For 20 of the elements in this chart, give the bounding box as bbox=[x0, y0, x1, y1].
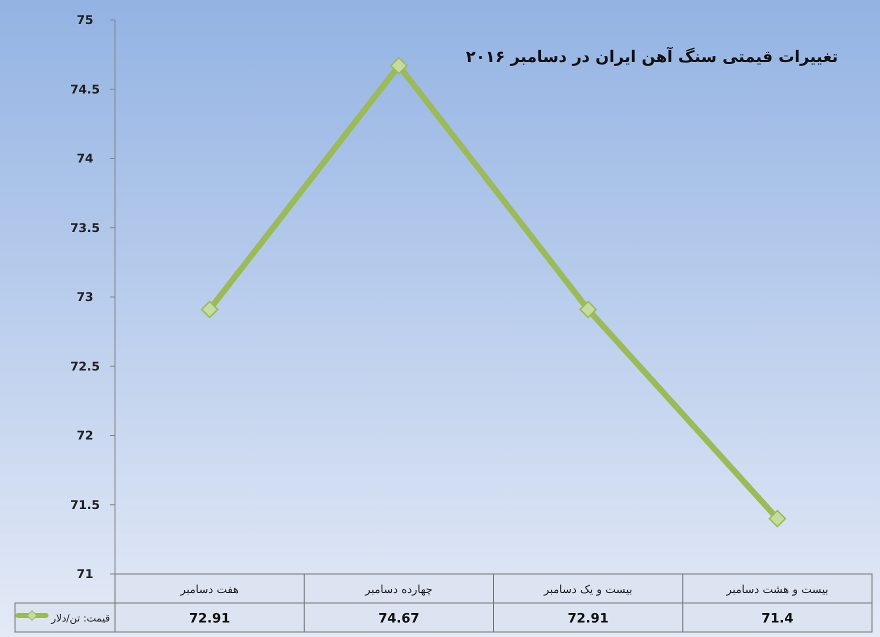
data-label: 72.91 bbox=[568, 612, 609, 626]
data-label: 72.91 bbox=[189, 612, 230, 626]
y-tick-label: 73 bbox=[76, 290, 94, 304]
x-tick-label: بیست و هشت دسامبر bbox=[725, 583, 828, 596]
data-label: 71.4 bbox=[761, 612, 794, 626]
text: تغییرات قیمتی سنگ آهن ایران در دسامبر ۲۰۱۶ bbox=[466, 46, 838, 66]
y-tick-label: 72.5 bbox=[70, 359, 100, 374]
x-tick-label: بیست و یک دسامبر bbox=[542, 583, 632, 596]
y-tick-label: 74.5 bbox=[70, 82, 100, 96]
y-tick-label: 71.5 bbox=[70, 498, 100, 512]
y-tick-label: 72 bbox=[76, 428, 94, 442]
data-label: 74.67 bbox=[378, 612, 420, 626]
x-tick-label: هفت دسامبر bbox=[179, 583, 240, 596]
y-tick-label: 73.5 bbox=[70, 220, 100, 235]
legend-label: قیمت: تن/دلار bbox=[50, 614, 110, 624]
y-tick-label: 74 bbox=[76, 152, 94, 166]
legend: قیمت: تن/دلار bbox=[16, 610, 110, 624]
y-tick-label: 71 bbox=[76, 567, 94, 581]
y-tick-label: 75 bbox=[76, 13, 94, 27]
x-tick-label: چهارده دسامبر bbox=[364, 583, 433, 596]
